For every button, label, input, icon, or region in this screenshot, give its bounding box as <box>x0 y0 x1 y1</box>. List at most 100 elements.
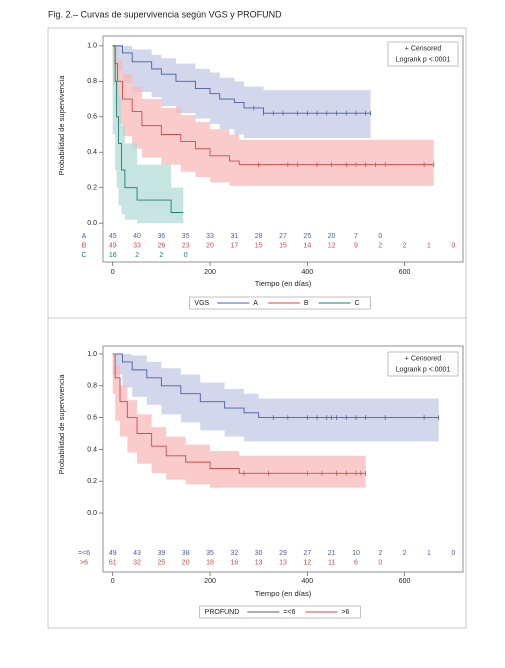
at-risk-count: 14 <box>303 242 311 249</box>
at-risk-count: 1 <box>427 242 431 249</box>
at-risk-count: 25 <box>303 233 311 240</box>
at-risk-count: 23 <box>182 242 190 249</box>
at-risk-count: 13 <box>279 559 287 566</box>
legend-label: A <box>253 300 258 307</box>
risk-row-label: B <box>82 242 87 249</box>
x-axis-label: Tiempo (en días) <box>255 279 312 288</box>
at-risk-count: 25 <box>157 559 165 566</box>
at-risk-count: 6 <box>354 559 358 566</box>
at-risk-count: 17 <box>230 242 238 249</box>
annotation: + Censored <box>405 45 441 52</box>
y-tick-label: 0.4 <box>87 149 97 156</box>
at-risk-count: 26 <box>157 242 165 249</box>
confidence-band <box>112 353 366 488</box>
y-tick-label: 0.2 <box>87 185 97 192</box>
survival-curve <box>112 353 366 474</box>
y-tick-label: 0.2 <box>87 478 97 485</box>
risk-row-label: A <box>82 233 87 240</box>
survival-curve <box>112 353 439 419</box>
at-risk-count: 40 <box>133 233 141 240</box>
at-risk-count: 0 <box>451 242 455 249</box>
annotation: Logrank p <.0001 <box>396 366 451 373</box>
at-risk-count: 12 <box>303 559 311 566</box>
confidence-band <box>112 45 371 139</box>
at-risk-count: 15 <box>279 242 287 249</box>
annotation-box <box>387 41 459 67</box>
at-risk-count: 9 <box>354 242 358 249</box>
x-tick-label: 200 <box>204 269 216 276</box>
confidence-band <box>112 45 184 224</box>
at-risk-count: 31 <box>230 233 238 240</box>
at-risk-count: 32 <box>230 550 238 557</box>
at-risk-count: 33 <box>206 233 214 240</box>
at-risk-count: 7 <box>354 233 358 240</box>
y-tick-label: 0.8 <box>87 383 97 390</box>
y-tick-label: 1.0 <box>87 43 97 50</box>
at-risk-count: 15 <box>255 242 263 249</box>
figure-caption: Fig. 2.– Curvas de supervivencia según V… <box>48 9 282 19</box>
at-risk-count: 2 <box>135 252 139 259</box>
at-risk-count: 12 <box>328 242 336 249</box>
at-risk-count: 30 <box>255 550 263 557</box>
at-risk-count: 38 <box>182 550 190 557</box>
survival-curve <box>112 45 371 114</box>
y-axis-label: Probabilidad de supervivencia <box>57 75 66 176</box>
annotation: Logrank p <.0001 <box>396 56 451 63</box>
at-risk-count: 20 <box>328 233 336 240</box>
at-risk-count: 2 <box>378 242 382 249</box>
at-risk-count: 49 <box>109 242 117 249</box>
risk-row-label: =<6 <box>78 550 90 557</box>
at-risk-count: 28 <box>255 233 263 240</box>
x-tick-label: 600 <box>399 269 411 276</box>
legend-box <box>199 605 361 619</box>
x-tick-label: 400 <box>301 269 313 276</box>
at-risk-count: 2 <box>378 550 382 557</box>
plot-frame <box>102 35 464 263</box>
at-risk-count: 32 <box>133 559 141 566</box>
at-risk-count: 20 <box>182 559 190 566</box>
at-risk-count: 36 <box>157 233 165 240</box>
annotation-box <box>387 351 459 377</box>
at-risk-count: 2 <box>403 242 407 249</box>
at-risk-count: 29 <box>279 550 287 557</box>
at-risk-count: 27 <box>303 550 311 557</box>
survival-curve <box>112 45 434 166</box>
y-tick-label: 0.0 <box>87 220 97 227</box>
y-tick-label: 0.4 <box>87 446 97 453</box>
at-risk-count: 16 <box>230 559 238 566</box>
legend-title: PROFUND <box>205 609 240 616</box>
at-risk-count: 45 <box>109 233 117 240</box>
plot-frame <box>102 345 464 573</box>
at-risk-count: 0 <box>378 233 382 240</box>
at-risk-count: 21 <box>328 550 336 557</box>
x-tick-label: 400 <box>301 578 313 585</box>
x-tick-label: 0 <box>111 578 115 585</box>
at-risk-count: 39 <box>157 550 165 557</box>
x-tick-label: 600 <box>399 578 411 585</box>
y-tick-label: 0.0 <box>87 510 97 517</box>
at-risk-count: 2 <box>403 550 407 557</box>
y-tick-label: 0.6 <box>87 414 97 421</box>
at-risk-count: 16 <box>109 252 117 259</box>
at-risk-count: 18 <box>206 559 214 566</box>
at-risk-count: 20 <box>206 242 214 249</box>
y-tick-label: 1.0 <box>87 351 97 358</box>
legend-label: =<6 <box>283 609 295 616</box>
risk-row-label: >6 <box>80 559 88 566</box>
y-tick-label: 0.6 <box>87 114 97 121</box>
x-tick-label: 200 <box>204 578 216 585</box>
at-risk-count: 0 <box>378 559 382 566</box>
y-axis-label: Probabilidad de supervivencia <box>57 374 66 475</box>
at-risk-count: 11 <box>328 559 335 566</box>
y-tick-label: 0.8 <box>87 78 97 85</box>
at-risk-count: 61 <box>109 559 117 566</box>
at-risk-count: 49 <box>109 550 117 557</box>
at-risk-count: 2 <box>159 252 163 259</box>
survival-curve <box>112 45 184 213</box>
legend: VGS A B C <box>189 296 371 310</box>
legend-label: B <box>304 300 309 307</box>
at-risk-count: 0 <box>451 550 455 557</box>
at-risk-count: 0 <box>184 252 188 259</box>
at-risk-count: 33 <box>133 242 141 249</box>
